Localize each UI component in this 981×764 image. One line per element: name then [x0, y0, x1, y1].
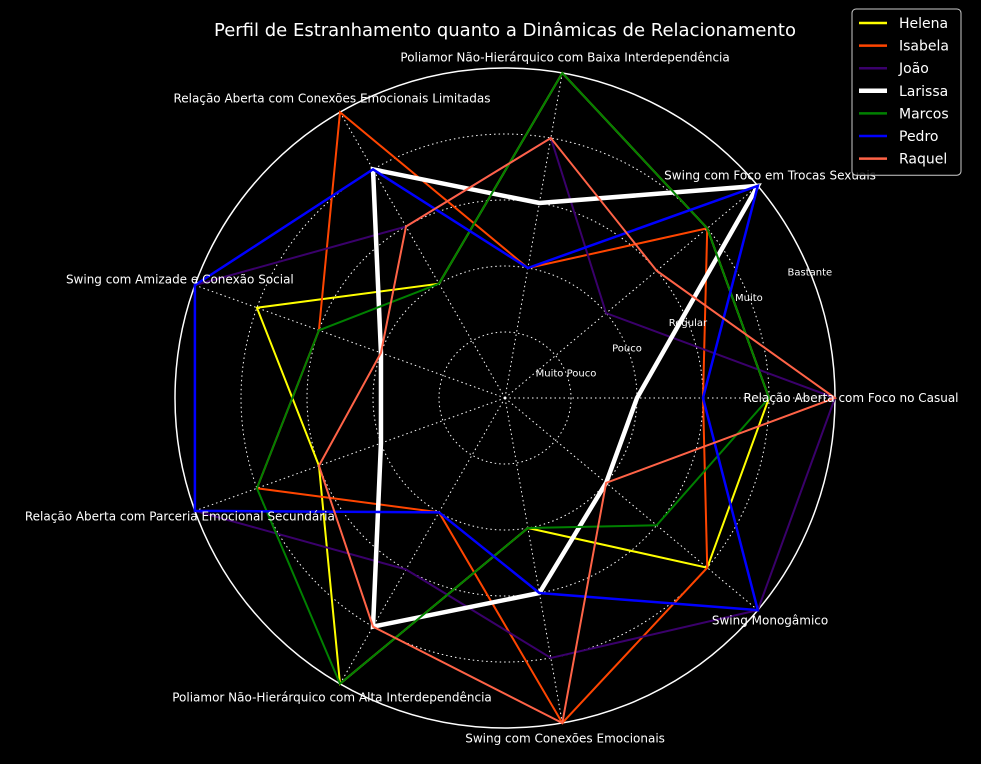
grid-spoke: [504, 72, 563, 399]
series-pedro: [193, 167, 760, 612]
category-label: Swing com Conexões Emocionais: [465, 732, 665, 746]
legend: Helena Isabela João Larissa Marcos Pedro Raque…: [851, 8, 962, 176]
grid-spoke: [504, 397, 759, 611]
ring-label: Regular: [669, 318, 708, 329]
legend-entry: João: [898, 61, 929, 77]
ring-label: Pouco: [612, 343, 642, 354]
category-label: Poliamor Não-Hierárquico com Baixa Inter…: [400, 50, 729, 64]
grid-spoke: [339, 397, 506, 685]
grid-spoke: [339, 111, 506, 399]
radar-series: [193, 71, 838, 725]
series-raquel: [317, 136, 838, 725]
chart-title: Perfil de Estranhamento quanto a Dinâmic…: [214, 20, 796, 41]
category-label: Relação Aberta com Foco no Casual: [743, 391, 958, 405]
category-label: Relação Aberta com Conexões Emocionais L…: [173, 91, 490, 105]
legend-entry: Marcos: [899, 106, 949, 122]
radar-labels: Muito Pouco Pouco Regular Muito Bastante Rela…: [25, 50, 959, 745]
category-label: Swing Monogâmico: [712, 613, 828, 627]
series-marcos: [255, 71, 771, 686]
legend-entry: Raquel: [899, 152, 947, 168]
legend-entry: Helena: [899, 16, 948, 32]
ring-label: Muito: [735, 293, 763, 304]
category-label: Poliamor Não-Hierárquico com Alta Interd…: [172, 691, 492, 705]
category-label: Relação Aberta com Parceria Emocional Se…: [25, 509, 335, 523]
grid-spoke: [194, 284, 506, 399]
legend-entry: Larissa: [899, 84, 948, 100]
grid-spoke: [504, 185, 759, 399]
category-label: Swing com Amizade e Conexão Social: [66, 273, 294, 287]
legend-entry: Isabela: [899, 39, 949, 55]
legend-entry: Pedro: [899, 129, 938, 145]
grid-spoke: [194, 397, 506, 512]
ring-label: Muito Pouco: [536, 369, 597, 380]
series-larissa: [370, 166, 762, 630]
legend-box: [851, 8, 962, 176]
category-label: Swing com Foco em Trocas Sexuais: [664, 169, 876, 183]
grid-spoke: [504, 397, 563, 724]
ring-label: Bastante: [788, 268, 833, 279]
grid-ring: [438, 331, 572, 465]
